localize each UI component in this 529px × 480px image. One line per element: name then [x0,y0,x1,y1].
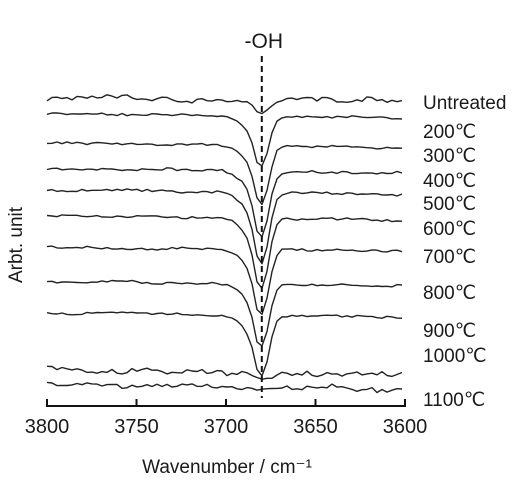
trace-3 [46,167,403,238]
x-tick-label-3: 3650 [293,416,338,438]
x-axis: 3800 3750 3700 3650 3600 [25,399,428,438]
oh-annotation: -OH [245,30,284,53]
x-tick-label-0: 3800 [25,416,70,438]
series-label-8: 900℃ [423,321,476,342]
trace-5 [46,214,403,289]
x-tick-label-2: 3700 [204,416,249,438]
series-label-2: 300℃ [423,146,476,167]
series-label-5: 600℃ [423,219,476,240]
series-label-6: 700℃ [423,247,476,268]
y-axis-title: Arbt. unit [6,206,27,283]
x-axis-title: Wavenumber / cm⁻¹ [142,457,312,478]
trace-8 [46,311,403,377]
trace-0 [46,94,403,115]
trace-1 [46,112,403,167]
trace-10 [46,381,403,394]
series-label-1: 200℃ [423,122,476,143]
series-label-0: Untreated [423,93,506,114]
trace-4 [46,188,403,265]
series-label-9: 1000℃ [423,346,487,367]
series-label-4: 500℃ [423,194,476,215]
trace-6 [46,245,403,315]
trace-2 [46,141,403,206]
series-label-7: 800℃ [423,283,476,304]
series-label-3: 400℃ [423,171,476,192]
x-tick-label-4: 3600 [383,416,428,438]
spectrum-traces [46,94,403,394]
x-tick-label-1: 3750 [114,416,159,438]
trace-7 [46,279,403,347]
trace-9 [46,365,403,380]
x-axis-ticks: 3800 3750 3700 3650 3600 [25,399,428,438]
series-label-10: 1100℃ [423,390,485,411]
